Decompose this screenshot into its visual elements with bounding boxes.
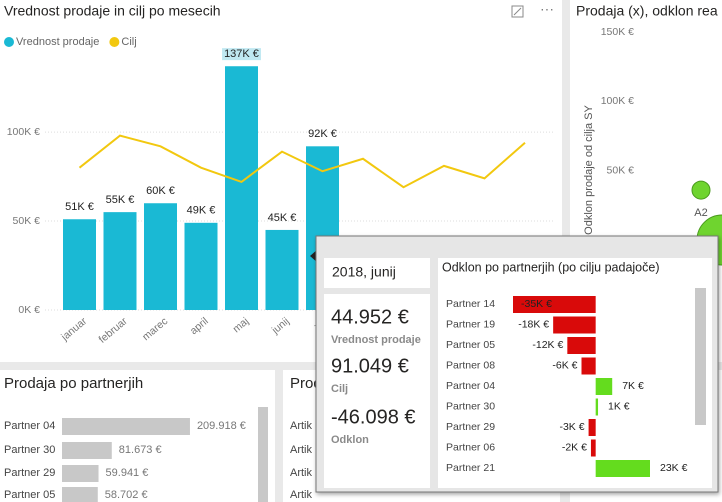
chart-title: Prodaja (x), odklon rea xyxy=(576,3,718,19)
y-tick-label: 50K € xyxy=(13,215,41,227)
legend-swatch xyxy=(4,37,14,47)
bar xyxy=(63,219,96,310)
category-label: Partner 19 xyxy=(446,318,495,330)
kpi-value: 44.952 € xyxy=(331,306,409,328)
y-tick-label: 100K € xyxy=(7,126,40,138)
kpi-label: Cilj xyxy=(331,383,348,395)
legend-label: Vrednost prodaje xyxy=(16,36,99,48)
bar xyxy=(62,442,112,459)
more-icon[interactable]: ··· xyxy=(540,1,554,17)
data-label: -3K € xyxy=(559,421,584,433)
bar xyxy=(184,222,218,310)
category-label: Partner 04 xyxy=(4,420,55,432)
card xyxy=(324,258,430,288)
data-label: -12K € xyxy=(532,339,563,351)
bar xyxy=(595,378,613,395)
data-label: 81.673 € xyxy=(119,444,162,456)
category-label: Partner 21 xyxy=(446,462,495,474)
bar xyxy=(62,418,190,435)
legend-label: Cilj xyxy=(121,36,136,48)
focus-icon[interactable] xyxy=(511,5,524,18)
bar xyxy=(553,316,596,334)
category-label: Partner 06 xyxy=(446,441,495,453)
y-tick-label: 50K € xyxy=(607,164,635,176)
kpi-value: -46.098 € xyxy=(331,406,416,428)
data-label: 209.918 € xyxy=(197,420,246,432)
chart-title: Odklon po partnerjih (po cilju padajoče) xyxy=(442,260,660,274)
date: 2018, junij xyxy=(332,264,396,280)
data-label: 23K € xyxy=(660,462,688,474)
bar xyxy=(265,229,299,310)
point xyxy=(691,180,711,200)
data-label: 45K € xyxy=(268,212,297,224)
point-label: A2 xyxy=(694,207,707,219)
data-label: 58.702 € xyxy=(105,489,148,501)
scrollbar[interactable] xyxy=(695,288,706,425)
category-label: Partner 08 xyxy=(446,359,495,371)
y-tick-label: 150K € xyxy=(601,26,634,38)
kpi-label: Vrednost prodaje xyxy=(331,334,421,346)
y-tick-label: 100K € xyxy=(601,95,634,107)
data-label: 59.941 € xyxy=(106,467,149,479)
card xyxy=(438,258,712,488)
category-label: Partner 30 xyxy=(446,400,495,412)
bar xyxy=(144,203,177,310)
row-label: Artik xyxy=(290,489,313,501)
data-label: 51K € xyxy=(65,201,94,213)
data-label: -35K € xyxy=(521,298,552,310)
bar xyxy=(595,398,599,416)
bar xyxy=(513,296,596,313)
panel-title: Prod xyxy=(290,375,322,392)
kpi-value: 91.049 € xyxy=(331,355,409,377)
legend-swatch xyxy=(109,37,120,47)
data-label: -6K € xyxy=(552,359,577,371)
line xyxy=(78,134,526,189)
data-label: 92K € xyxy=(308,128,337,140)
category-label: Partner 05 xyxy=(4,489,55,501)
row-label: Artik xyxy=(290,444,313,456)
y-axis-label: Odklon prodaje od cilja SY xyxy=(583,105,595,235)
bar xyxy=(225,66,258,310)
data-label: 7K € xyxy=(622,380,644,392)
data-label: 60K € xyxy=(146,185,175,197)
data-label: 55K € xyxy=(106,194,135,206)
bar xyxy=(567,337,596,354)
partners-panel: Prodaja po partnerjih Partner 04 209.918 … xyxy=(0,370,275,502)
bar xyxy=(103,212,137,310)
bar xyxy=(590,439,596,457)
tooltip: 2018, junij 44.952 € Vrednost prodaje 91… xyxy=(310,235,719,493)
scrollbar[interactable] xyxy=(258,407,268,502)
data-label: 49K € xyxy=(187,205,216,217)
category-label: Partner 30 xyxy=(4,444,55,456)
data-label: 137K € xyxy=(224,48,259,60)
category-label: Partner 05 xyxy=(446,339,495,351)
row-label: Artik xyxy=(290,467,313,479)
bar xyxy=(62,465,99,482)
card xyxy=(324,294,430,488)
panel-bg xyxy=(0,370,275,502)
data-label: -18K € xyxy=(518,318,549,330)
kpi-label: Odklon xyxy=(331,434,369,446)
category-label: Partner 29 xyxy=(4,467,55,479)
y-tick-label: 0K € xyxy=(18,304,40,316)
row-label: Artik xyxy=(290,420,313,432)
chart-title: Vrednost prodaje in cilj po mesecih xyxy=(4,3,221,19)
category-label: Partner 04 xyxy=(446,380,495,392)
data-label: -2K € xyxy=(562,441,587,453)
data-label-bg xyxy=(222,48,261,61)
bar xyxy=(588,419,596,436)
bar xyxy=(595,460,650,477)
chart-title: Prodaja po partnerjih xyxy=(4,375,143,392)
category-label: Partner 29 xyxy=(446,421,495,433)
bar xyxy=(62,487,98,502)
data-label: 1K € xyxy=(608,400,630,412)
bar xyxy=(581,357,596,375)
category-label: Partner 14 xyxy=(446,298,495,310)
